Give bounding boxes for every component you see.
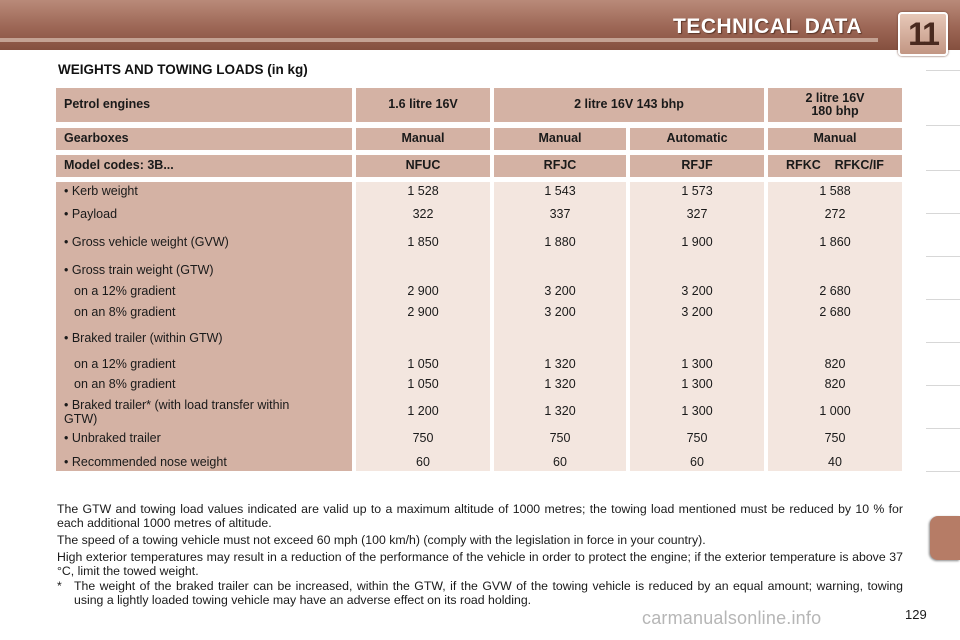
row-label: • Gross vehicle weight (GVW) [64, 235, 229, 249]
table-cell: 1 000 [819, 404, 851, 418]
table-cell: 1 900 [681, 235, 713, 249]
page-number: 129 [905, 607, 927, 622]
table-cell: 60 [690, 455, 704, 469]
model-codes-label: Model codes: 3B... [56, 155, 352, 177]
engines-label: Petrol engines [56, 88, 352, 122]
table-cell: 272 [824, 207, 846, 221]
chapter-tab[interactable] [926, 256, 960, 299]
note-paragraph: The speed of a towing vehicle must not e… [57, 533, 706, 547]
row-label: • Kerb weight [64, 184, 138, 198]
table-cell: 1 320 [544, 404, 576, 418]
engine-header: 1.6 litre 16V [356, 88, 490, 122]
engine-header: 2 litre 16V 143 bhp [494, 88, 764, 122]
table-cell: 2 900 [407, 305, 439, 319]
row-label: • Payload [64, 207, 118, 221]
table-cell: 322 [412, 207, 434, 221]
model-code-header: RFJF [630, 155, 764, 177]
label-column [56, 182, 352, 471]
gearbox-header: Manual [356, 128, 490, 150]
table-cell: 327 [686, 207, 708, 221]
row-label: • Gross train weight (GTW) [64, 263, 214, 277]
table-cell: 3 200 [544, 305, 576, 319]
watermark: carmanualsonline.info [642, 608, 822, 628]
table-cell: 820 [824, 357, 846, 371]
chapter-tab[interactable] [926, 471, 960, 514]
table-cell: 750 [549, 431, 571, 445]
engine-header: 2 litre 16V 180 bhp [768, 88, 902, 122]
table-cell: 2 680 [819, 284, 851, 298]
table-cell: 1 050 [407, 357, 439, 371]
table-cell: 2 900 [407, 284, 439, 298]
chapter-tab-active[interactable] [930, 516, 960, 560]
gearboxes-label: Gearboxes [56, 128, 352, 150]
table-cell: 3 200 [544, 284, 576, 298]
table-cell: 1 588 [819, 184, 851, 198]
gearbox-header: Manual [494, 128, 626, 150]
chapter-tab[interactable] [926, 385, 960, 428]
gearbox-header: Automatic [630, 128, 764, 150]
row-label: • Braked trailer* (with load transfer wi… [64, 398, 290, 426]
row-label: on a 12% gradient [74, 284, 176, 298]
value-column [630, 182, 764, 471]
header-stripe [0, 38, 878, 42]
table-cell: 750 [412, 431, 434, 445]
model-code-header: NFUC [356, 155, 490, 177]
model-code-header: RFKC RFKC/IF [768, 155, 902, 177]
table-cell: 1 320 [544, 377, 576, 391]
chapter-tab[interactable] [926, 170, 960, 213]
table-cell: 1 573 [681, 184, 713, 198]
table-cell: 1 850 [407, 235, 439, 249]
chapter-tab[interactable] [926, 342, 960, 385]
table-cell: 1 050 [407, 377, 439, 391]
table-cell: 750 [686, 431, 708, 445]
row-label: on an 8% gradient [74, 305, 176, 319]
chapter-tab[interactable] [926, 125, 960, 168]
chapter-tab[interactable] [926, 428, 960, 471]
row-label: • Unbraked trailer [64, 431, 161, 445]
table-cell: 1 528 [407, 184, 439, 198]
row-label: on an 8% gradient [74, 377, 176, 391]
chapter-tab[interactable] [926, 213, 960, 256]
table-cell: 3 200 [681, 284, 713, 298]
table-cell: 337 [549, 207, 571, 221]
table-cell: 750 [824, 431, 846, 445]
table-cell: 1 880 [544, 235, 576, 249]
chapter-tabs [926, 70, 960, 570]
table-cell: 1 300 [681, 357, 713, 371]
table-cell: 1 300 [681, 404, 713, 418]
note-paragraph: High exterior temperatures may result in… [57, 550, 903, 578]
table-cell: 40 [828, 455, 842, 469]
chapter-title: TECHNICAL DATA [673, 15, 862, 38]
chapter-tab[interactable] [926, 70, 960, 113]
table-cell: 2 680 [819, 305, 851, 319]
row-label: • Recommended nose weight [64, 455, 227, 469]
footnote-marker: * [57, 579, 62, 593]
section-title: WEIGHTS AND TOWING LOADS (in kg) [58, 62, 308, 77]
footnote-text: The weight of the braked trailer can be … [74, 579, 903, 607]
model-code-header: RFJC [494, 155, 626, 177]
table-cell: 3 200 [681, 305, 713, 319]
row-label: on a 12% gradient [74, 357, 176, 371]
table-cell: 1 860 [819, 235, 851, 249]
value-column [494, 182, 626, 471]
table-cell: 1 543 [544, 184, 576, 198]
gearbox-header: Manual [768, 128, 902, 150]
table-cell: 1 320 [544, 357, 576, 371]
table-cell: 820 [824, 377, 846, 391]
value-column [768, 182, 902, 471]
table-cell: 60 [553, 455, 567, 469]
table-cell: 1 300 [681, 377, 713, 391]
chapter-tab[interactable] [926, 299, 960, 342]
table-cell: 1 200 [407, 404, 439, 418]
note-paragraph: The GTW and towing load values indicated… [57, 502, 903, 530]
chapter-number-badge: 11 [898, 12, 948, 56]
value-column [356, 182, 490, 471]
table-cell: 60 [416, 455, 430, 469]
row-label: • Braked trailer (within GTW) [64, 331, 223, 345]
